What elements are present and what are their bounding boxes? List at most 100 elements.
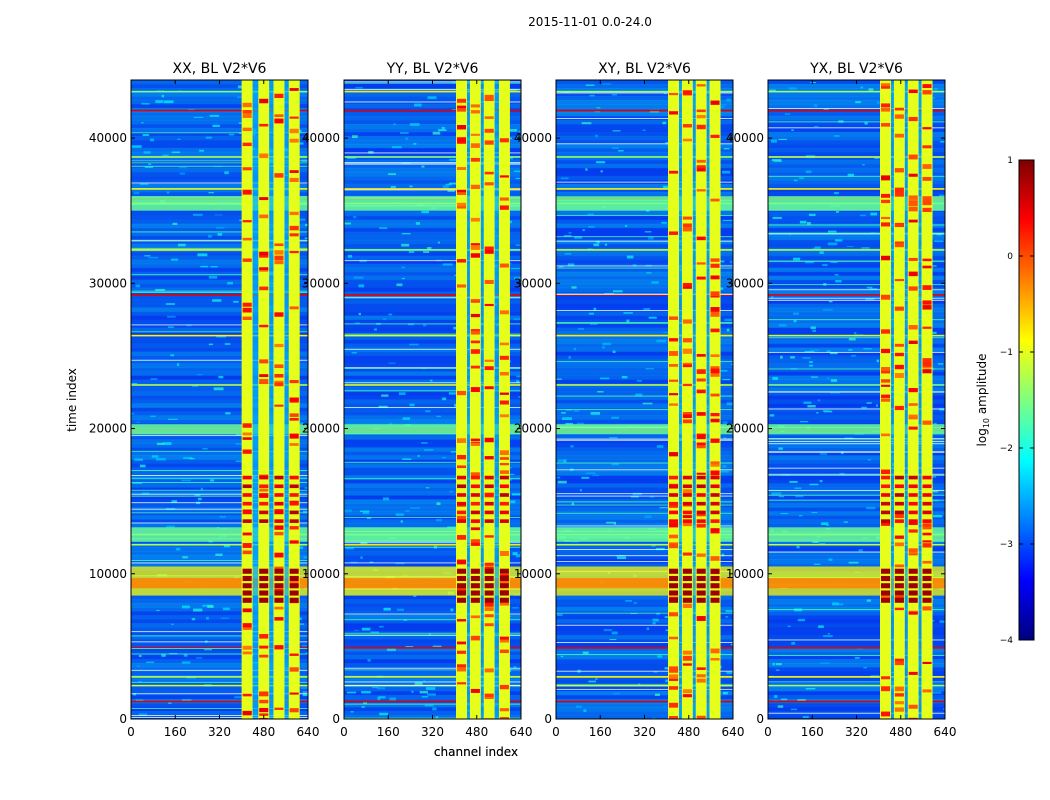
heatmap-cell bbox=[376, 687, 386, 690]
rfi-burst bbox=[710, 100, 720, 105]
rfi-burst bbox=[484, 475, 494, 480]
heatmap-row bbox=[344, 303, 521, 309]
heatmap-cell bbox=[141, 122, 144, 124]
rfi-burst bbox=[259, 691, 269, 697]
rfi-burst bbox=[457, 519, 467, 523]
heatmap-row bbox=[131, 615, 308, 620]
rfi-burst bbox=[710, 484, 720, 489]
heatmap-row bbox=[344, 363, 521, 369]
heatmap-cell bbox=[847, 173, 854, 177]
heatmap-row bbox=[768, 327, 945, 333]
rfi-channel-column bbox=[456, 80, 468, 719]
heatmap-row bbox=[556, 639, 733, 644]
rfi-time-line bbox=[556, 647, 733, 649]
interference-line bbox=[556, 395, 733, 397]
rfi-burst bbox=[908, 414, 918, 417]
rfi-burst bbox=[259, 707, 269, 713]
heatmap-row bbox=[344, 523, 521, 528]
heatmap-cell bbox=[518, 396, 521, 398]
heatmap-cell bbox=[588, 226, 595, 228]
heatmap-cell bbox=[932, 490, 939, 493]
heatmap-cell bbox=[721, 170, 731, 174]
rfi-burst bbox=[922, 493, 932, 497]
rfi-burst bbox=[682, 521, 692, 527]
heatmap-cell bbox=[769, 414, 775, 417]
heatmap-cell bbox=[652, 717, 656, 719]
heatmap-cell bbox=[625, 600, 633, 602]
rfi-burst bbox=[289, 519, 299, 523]
heatmap-cell bbox=[424, 449, 434, 451]
heatmap-row bbox=[556, 163, 733, 169]
heatmap-cell bbox=[212, 299, 222, 302]
rfi-burst bbox=[274, 501, 284, 506]
saturated-burst bbox=[669, 575, 679, 582]
heatmap-row bbox=[344, 679, 521, 684]
heatmap-cell bbox=[933, 240, 944, 243]
rfi-burst bbox=[922, 606, 932, 611]
heatmap-row bbox=[556, 459, 733, 464]
x-tick-label: 320 bbox=[845, 725, 868, 739]
rfi-burst bbox=[242, 475, 252, 480]
heatmap-row bbox=[344, 307, 521, 313]
rfi-time-line bbox=[344, 384, 521, 386]
heatmap-cell bbox=[414, 682, 423, 685]
rfi-burst bbox=[669, 493, 679, 497]
heatmap-row bbox=[344, 411, 521, 416]
heatmap-row bbox=[131, 211, 308, 217]
rfi-burst bbox=[922, 258, 932, 262]
heatmap-cell bbox=[219, 516, 226, 518]
heatmap-row bbox=[344, 227, 521, 233]
heatmap-row bbox=[344, 639, 521, 644]
rfi-time-line bbox=[556, 188, 733, 190]
rfi-burst bbox=[710, 354, 720, 358]
y-axis-label: time index bbox=[65, 368, 79, 432]
heatmap-cell bbox=[136, 421, 140, 423]
heatmap-row bbox=[556, 387, 733, 393]
rfi-burst bbox=[710, 530, 720, 534]
heatmap-cell bbox=[939, 620, 945, 623]
heatmap-cell bbox=[830, 379, 838, 382]
rfi-burst bbox=[908, 522, 918, 525]
heatmap-cell bbox=[222, 607, 230, 611]
rfi-burst bbox=[259, 501, 269, 506]
heatmap-cell bbox=[600, 377, 610, 380]
rfi-burst bbox=[457, 206, 467, 209]
rfi-burst bbox=[242, 550, 252, 555]
heatmap-row bbox=[768, 523, 945, 528]
heatmap-row bbox=[131, 103, 308, 109]
channel-gap bbox=[904, 80, 908, 719]
saturated-burst bbox=[242, 590, 252, 596]
heatmap-cell bbox=[726, 98, 731, 102]
heatmap-cell bbox=[863, 666, 867, 669]
heatmap-cell bbox=[234, 696, 243, 699]
heatmap-cell bbox=[368, 150, 374, 154]
heatmap-cell bbox=[436, 502, 441, 506]
rfi-time-line bbox=[768, 647, 945, 649]
heatmap-cell bbox=[381, 394, 389, 397]
heatmap-cell bbox=[155, 288, 165, 292]
heatmap-row bbox=[768, 443, 945, 448]
heatmap-row bbox=[556, 251, 733, 257]
rfi-burst bbox=[484, 493, 494, 497]
heatmap-cell bbox=[774, 695, 778, 699]
heatmap-row bbox=[344, 315, 521, 321]
heatmap-row bbox=[131, 419, 308, 424]
heatmap-cell bbox=[775, 663, 782, 666]
heatmap-cell bbox=[441, 126, 445, 130]
rfi-burst bbox=[682, 90, 692, 95]
heatmap-row bbox=[768, 595, 945, 600]
heatmap-cell bbox=[793, 312, 799, 315]
heatmap-cell bbox=[197, 253, 208, 257]
heatmap-cell bbox=[826, 377, 831, 380]
heatmap-cell bbox=[347, 254, 353, 258]
rfi-burst bbox=[457, 475, 467, 480]
heatmap-cell bbox=[819, 452, 828, 456]
heatmap-cell bbox=[166, 191, 170, 194]
heatmap-cell bbox=[378, 405, 388, 409]
heatmap-cell bbox=[722, 691, 728, 695]
heatmap-row bbox=[344, 519, 521, 524]
y-tick-label: 10000 bbox=[726, 567, 764, 581]
heatmap-cell bbox=[720, 369, 728, 372]
heatmap-row bbox=[131, 347, 308, 353]
interference-line bbox=[131, 502, 308, 504]
